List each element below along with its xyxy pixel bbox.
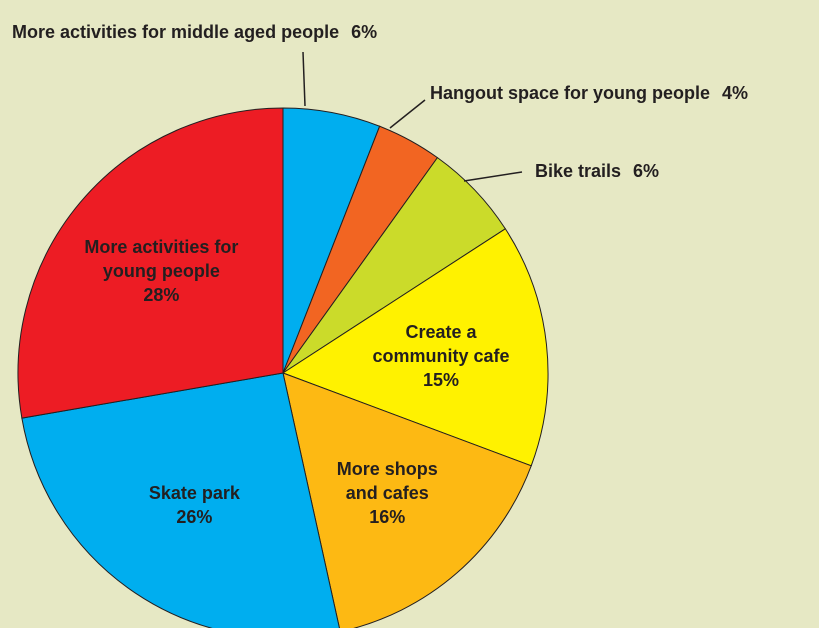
slice-label: More activities for middle aged people 6% <box>12 20 377 44</box>
slice-value: 4% <box>722 83 749 103</box>
pie-slice <box>282 372 532 628</box>
slice-value: 15% <box>423 369 460 390</box>
slice-label: More shops and cafes 16% <box>327 457 447 529</box>
slice-label: Bike trails 6% <box>535 159 659 183</box>
slice-name: More activities for young people <box>84 236 239 281</box>
slice-name: More activities for middle aged people <box>12 22 340 42</box>
slice-label: Skate park 26% <box>129 481 259 529</box>
slice-value: 26% <box>176 507 213 528</box>
slice-value: 6% <box>633 161 660 181</box>
slice-name: More shops and cafes <box>336 459 438 504</box>
slice-label: Hangout space for young people 4% <box>430 81 748 105</box>
pie-slice <box>17 107 284 419</box>
slice-label: Create a community cafe 15% <box>366 320 516 392</box>
slice-name: Hangout space for young people <box>430 83 711 103</box>
slice-name: Create a community cafe <box>372 321 510 366</box>
pie-slice <box>281 228 549 467</box>
leader-line <box>389 99 426 129</box>
slice-value: 28% <box>143 284 180 305</box>
slice-label: More activities for young people 28% <box>56 235 266 307</box>
slice-name: Skate park <box>148 483 240 504</box>
slice-value: 16% <box>369 507 406 528</box>
pie-slice <box>21 372 340 628</box>
leader-line <box>302 51 306 107</box>
slice-name: Bike trails <box>535 161 622 181</box>
leader-line <box>463 171 523 182</box>
slice-value: 6% <box>351 22 378 42</box>
